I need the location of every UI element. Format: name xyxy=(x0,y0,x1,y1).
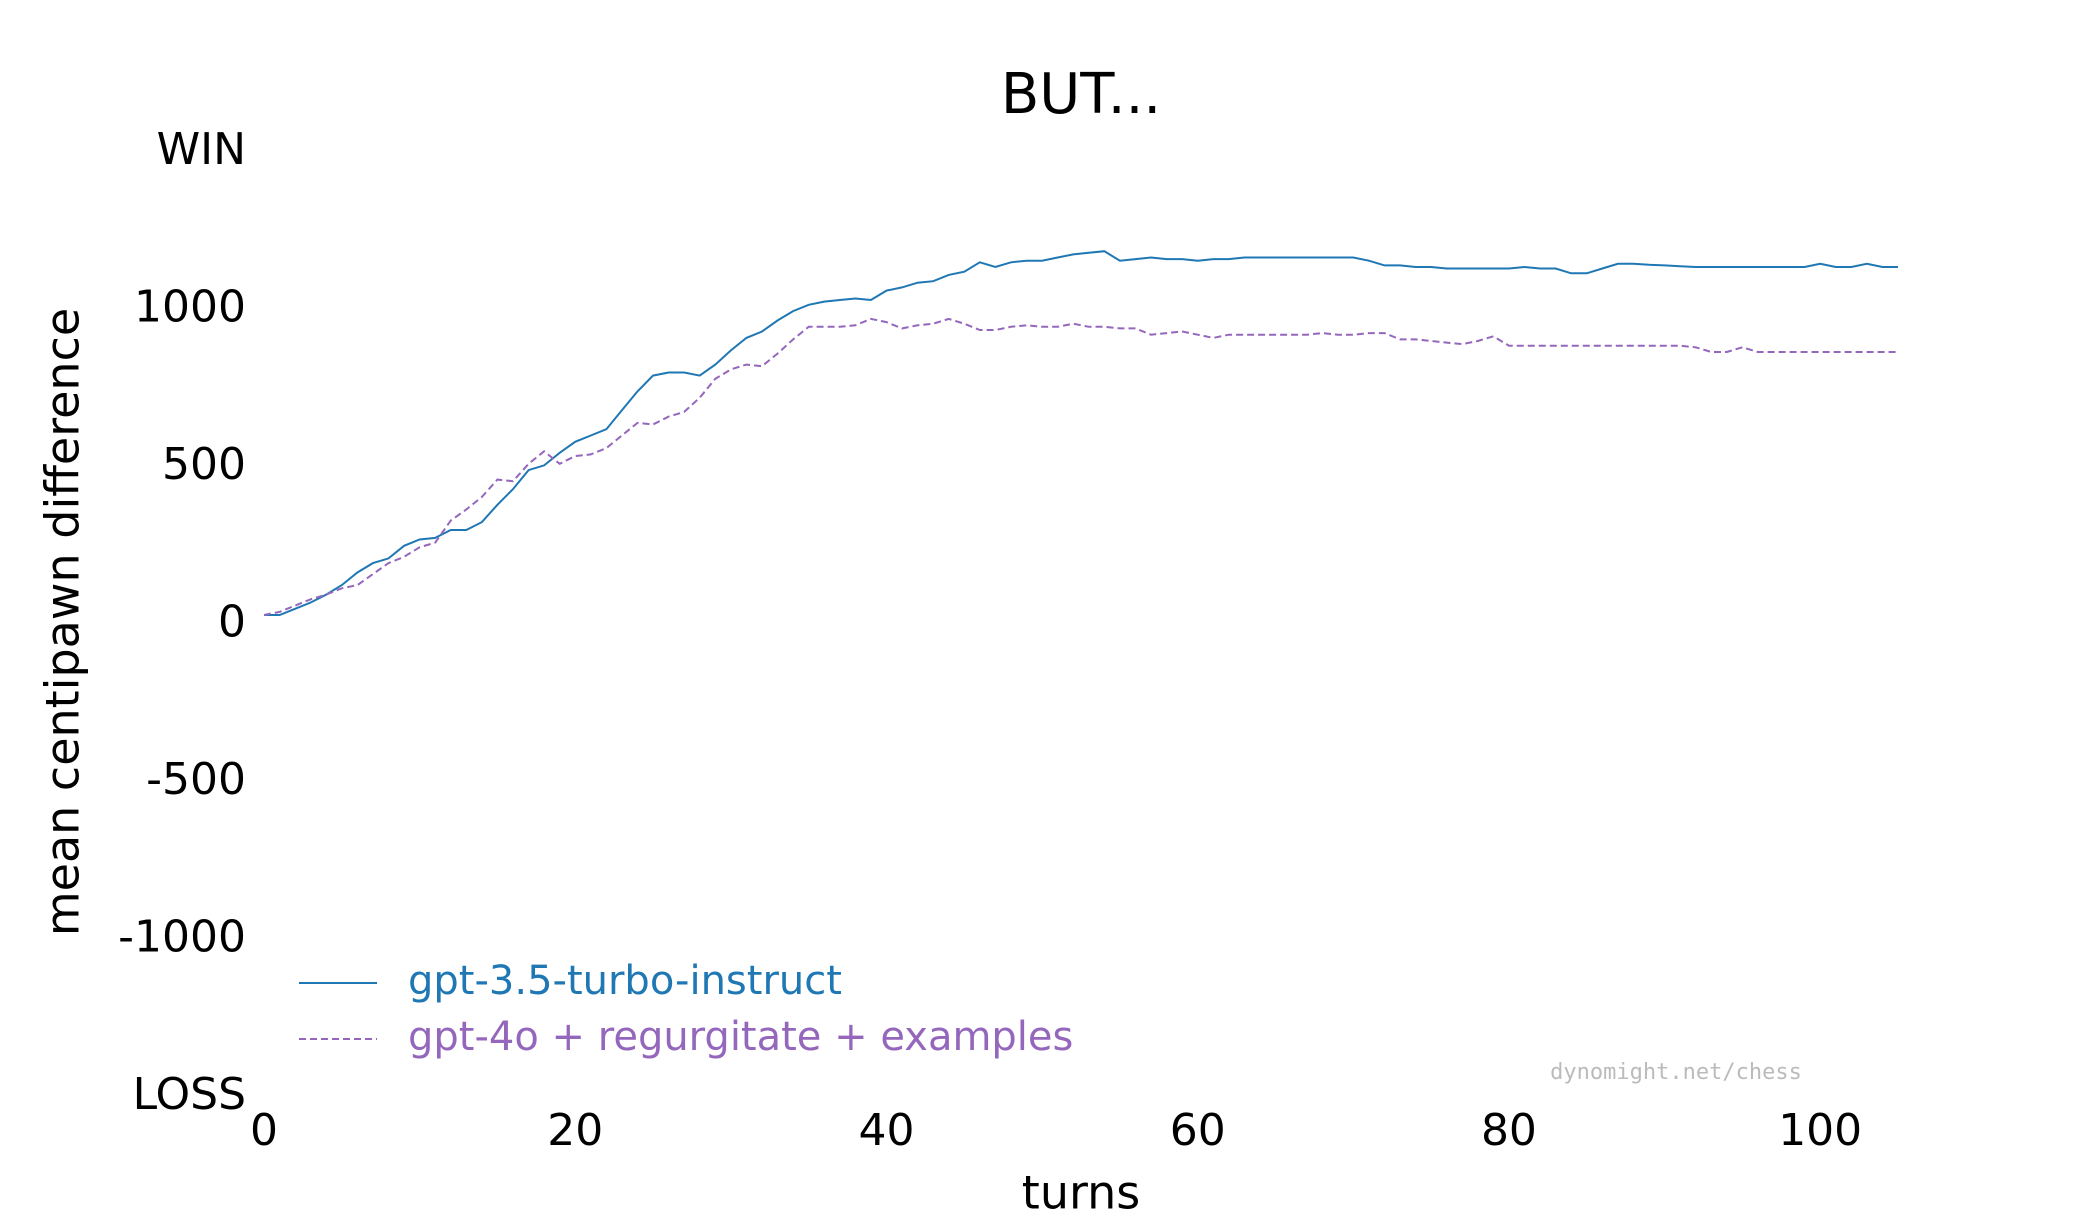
y-tick-label: -500 xyxy=(146,754,246,805)
y-tick-label: WIN xyxy=(157,124,246,175)
x-tick-label: 100 xyxy=(1778,1105,1862,1156)
chart-title: BUT... xyxy=(1001,62,1161,127)
x-tick-label: 80 xyxy=(1481,1105,1537,1156)
x-tick-label: 40 xyxy=(858,1105,914,1156)
series-line xyxy=(264,250,1898,616)
x-axis-label: turns xyxy=(1022,1166,1140,1220)
y-axis-label: mean centipawn difference xyxy=(36,308,90,936)
watermark: dynomight.net/chess xyxy=(1550,1060,1802,1085)
legend-label: gpt-4o + regurgitate + examples xyxy=(408,1014,1073,1060)
y-tick-label: 0 xyxy=(218,597,246,648)
legend-label: gpt-3.5-turbo-instruct xyxy=(408,958,842,1004)
y-tick-label: -1000 xyxy=(118,912,246,963)
series-line xyxy=(263,317,1898,616)
x-tick-label: 60 xyxy=(1170,1105,1226,1156)
x-tick-label: 20 xyxy=(547,1105,603,1156)
y-tick-label: 500 xyxy=(162,439,246,490)
x-tick-label: 0 xyxy=(250,1105,278,1156)
y-tick-label: LOSS xyxy=(133,1069,246,1120)
y-tick-label: 1000 xyxy=(134,282,246,333)
